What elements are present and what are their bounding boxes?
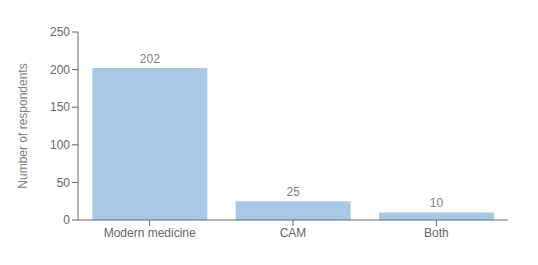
svg-text:Modern medicine: Modern medicine xyxy=(104,226,196,240)
svg-text:150: 150 xyxy=(50,100,70,114)
svg-text:25: 25 xyxy=(286,185,300,199)
svg-text:Both: Both xyxy=(424,226,449,240)
svg-text:10: 10 xyxy=(430,196,444,210)
svg-text:200: 200 xyxy=(50,63,70,77)
svg-text:100: 100 xyxy=(50,138,70,152)
svg-text:Number of respondents: Number of respondents xyxy=(16,63,30,188)
svg-text:0: 0 xyxy=(63,213,70,227)
svg-text:CAM: CAM xyxy=(280,226,307,240)
svg-text:50: 50 xyxy=(57,176,71,190)
svg-text:250: 250 xyxy=(50,25,70,39)
svg-text:202: 202 xyxy=(140,52,160,66)
